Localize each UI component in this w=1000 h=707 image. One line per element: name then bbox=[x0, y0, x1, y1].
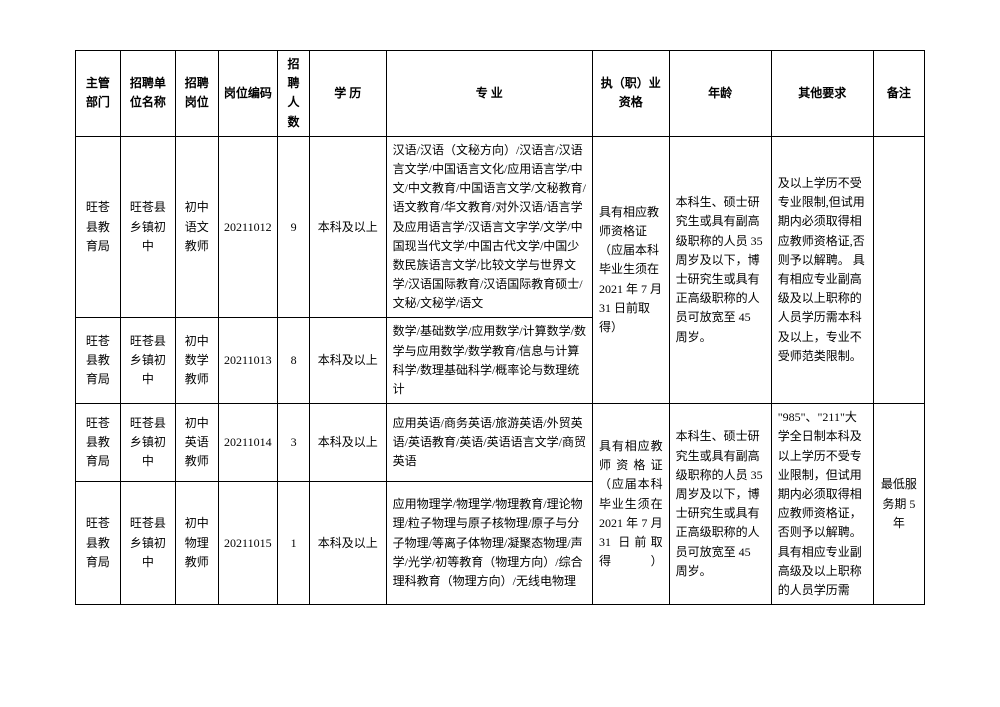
th-major: 专 业 bbox=[386, 51, 592, 137]
table-row: 旺苍县教育局 旺苍县乡镇初中 初中语文教师 20211012 9 本科及以上 汉… bbox=[76, 136, 925, 318]
cell-num: 9 bbox=[278, 136, 310, 318]
cell-note: 最低服务期 5 年 bbox=[873, 404, 924, 605]
cell-major: 应用英语/商务英语/旅游英语/外贸英语/英语教育/英语/英语语言文学/商贸英语 bbox=[386, 404, 592, 482]
cell-age: 本科生、硕士研究生或具有副高级职称的人员 35 周岁及以下，博士研究生或具有正高… bbox=[669, 404, 771, 605]
cell-code: 20211013 bbox=[218, 318, 278, 404]
table-header: 主管部门 招聘单位名称 招聘岗位 岗位编码 招聘人数 学 历 专 业 执（职）业… bbox=[76, 51, 925, 137]
th-code: 岗位编码 bbox=[218, 51, 278, 137]
th-other: 其他要求 bbox=[771, 51, 873, 137]
recruitment-table: 主管部门 招聘单位名称 招聘岗位 岗位编码 招聘人数 学 历 专 业 执（职）业… bbox=[75, 50, 925, 605]
cell-unit: 旺苍县乡镇初中 bbox=[120, 482, 175, 605]
th-note: 备注 bbox=[873, 51, 924, 137]
cell-post: 初中语文教师 bbox=[175, 136, 218, 318]
cell-edu: 本科及以上 bbox=[310, 318, 387, 404]
cell-edu: 本科及以上 bbox=[310, 482, 387, 605]
cell-code: 20211012 bbox=[218, 136, 278, 318]
cell-post: 初中物理教师 bbox=[175, 482, 218, 605]
th-age: 年龄 bbox=[669, 51, 771, 137]
cell-dept: 旺苍县教育局 bbox=[76, 318, 121, 404]
th-edu: 学 历 bbox=[310, 51, 387, 137]
cell-qual: 具有相应教师资格证（应届本科毕业生须在 2021 年 7 月 31 日前取得） bbox=[593, 136, 670, 403]
cell-post: 初中数学教师 bbox=[175, 318, 218, 404]
cell-qual: 具有相应教师资格证（应届本科毕业生须在 2021 年 7 月 31 日前取得） bbox=[593, 404, 670, 605]
cell-unit: 旺苍县乡镇初中 bbox=[120, 318, 175, 404]
cell-major: 应用物理学/物理学/物理教育/理论物理/粒子物理与原子核物理/原子与分子物理/等… bbox=[386, 482, 592, 605]
cell-unit: 旺苍县乡镇初中 bbox=[120, 404, 175, 482]
cell-code: 20211015 bbox=[218, 482, 278, 605]
cell-unit: 旺苍县乡镇初中 bbox=[120, 136, 175, 318]
cell-code: 20211014 bbox=[218, 404, 278, 482]
cell-other: "985"、"211"大学全日制本科及以上学历不受专业限制，但试用期内必须取得相… bbox=[771, 404, 873, 605]
cell-edu: 本科及以上 bbox=[310, 136, 387, 318]
cell-post: 初中英语教师 bbox=[175, 404, 218, 482]
th-unit: 招聘单位名称 bbox=[120, 51, 175, 137]
cell-age: 本科生、硕士研究生或具有副高级职称的人员 35 周岁及以下，博士研究生或具有正高… bbox=[669, 136, 771, 403]
cell-dept: 旺苍县教育局 bbox=[76, 404, 121, 482]
th-post: 招聘岗位 bbox=[175, 51, 218, 137]
cell-num: 1 bbox=[278, 482, 310, 605]
table-row: 旺苍县教育局 旺苍县乡镇初中 初中英语教师 20211014 3 本科及以上 应… bbox=[76, 404, 925, 482]
th-num: 招聘人数 bbox=[278, 51, 310, 137]
cell-major: 数学/基础数学/应用数学/计算数学/数学与应用数学/数学教育/信息与计算科学/数… bbox=[386, 318, 592, 404]
cell-note bbox=[873, 136, 924, 403]
cell-dept: 旺苍县教育局 bbox=[76, 482, 121, 605]
th-qual: 执（职）业资格 bbox=[593, 51, 670, 137]
cell-num: 3 bbox=[278, 404, 310, 482]
cell-edu: 本科及以上 bbox=[310, 404, 387, 482]
cell-dept: 旺苍县教育局 bbox=[76, 136, 121, 318]
cell-major: 汉语/汉语（文秘方向）/汉语言/汉语言文学/中国语言文化/应用语言学/中文/中文… bbox=[386, 136, 592, 318]
cell-num: 8 bbox=[278, 318, 310, 404]
cell-other: 及以上学历不受专业限制,但试用期内必须取得相应教师资格证,否则予以解聘。 具有相… bbox=[771, 136, 873, 403]
th-dept: 主管部门 bbox=[76, 51, 121, 137]
